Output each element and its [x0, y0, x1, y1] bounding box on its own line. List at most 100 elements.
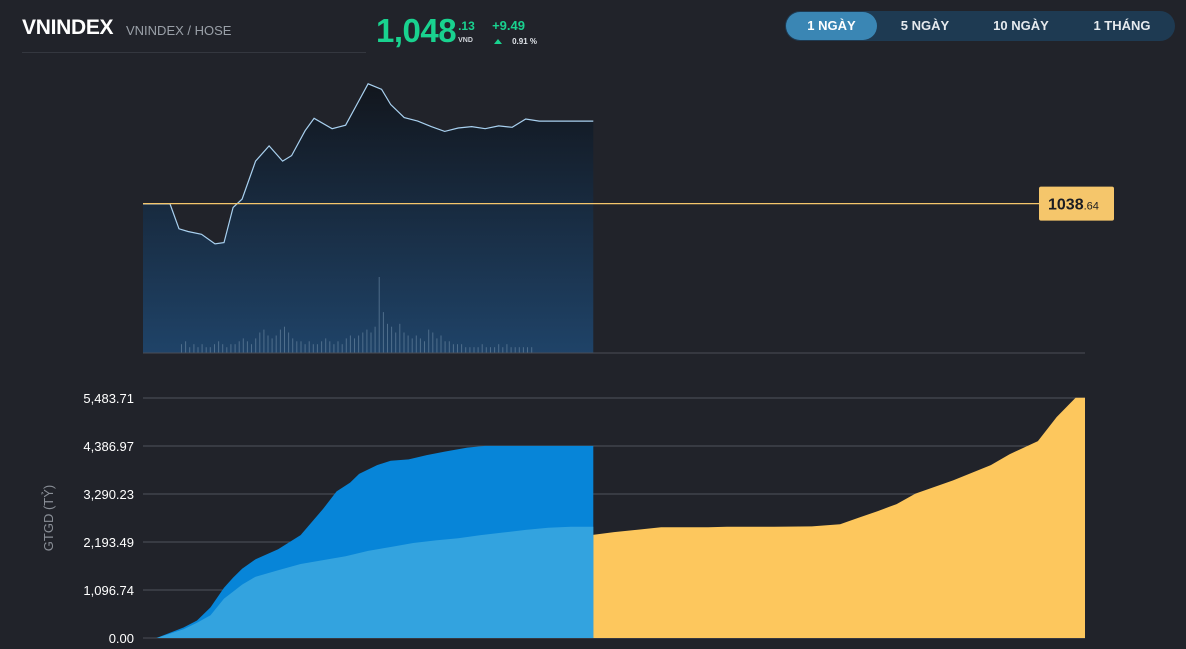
volume-bar: [321, 341, 323, 353]
volume-bar: [461, 344, 463, 353]
price-change: +9.49: [492, 18, 525, 33]
reference-label-box: [1039, 186, 1114, 221]
volume-bar: [452, 344, 454, 353]
volume-bar: [374, 326, 376, 353]
volume-bar: [382, 312, 384, 353]
volume-bar: [337, 341, 339, 353]
volume-bar: [292, 338, 294, 353]
volume-bar: [527, 347, 528, 353]
price-line: [143, 83, 594, 245]
up-arrow-icon: [494, 39, 503, 44]
volume-bar: [490, 347, 491, 353]
volume-bar: [209, 347, 211, 353]
volume-bar: [189, 347, 191, 353]
volume-bar: [296, 341, 298, 353]
volume-bar: [201, 344, 203, 353]
volume-chart: 0.00 1,096.74 2,193.49 3,290.23 4,386.97 5,48…: [41, 391, 1085, 646]
price-change-percent: 0.91 %: [512, 37, 537, 46]
volume-bar: [234, 344, 236, 353]
volume-bar: [226, 347, 228, 353]
volume-bar: [531, 347, 533, 353]
tab-10-days[interactable]: 10 NGÀY: [993, 18, 1049, 33]
volume-bar: [366, 329, 368, 353]
y-tick-label: 0.00: [109, 631, 134, 646]
volume-bar: [428, 329, 430, 353]
today-volume-inner-area: [143, 526, 594, 638]
volume-bar: [312, 344, 314, 353]
volume-bar: [378, 277, 380, 353]
volume-bar: [444, 341, 446, 353]
volume-bar: [481, 344, 483, 353]
volume-bar: [419, 338, 421, 353]
volume-bar: [255, 338, 257, 353]
y-tick-label: 3,290.23: [83, 487, 134, 502]
volume-bar: [518, 347, 520, 353]
volume-bar: [432, 332, 434, 353]
volume-bar: [193, 344, 195, 353]
reference-label: 1038.64: [1048, 197, 1099, 214]
volume-bar: [403, 332, 405, 353]
volume-bar: [267, 335, 269, 353]
volume-bar: [415, 335, 417, 353]
volume-bar: [325, 338, 327, 353]
period-tabs: 1 NGÀY 5 NGÀY 10 NGÀY 1 THÁNG: [785, 11, 1175, 41]
volume-bar: [448, 341, 450, 353]
volume-bar: [440, 335, 442, 353]
volume-bar: [251, 344, 252, 353]
volume-bar: [485, 347, 487, 353]
price-block: 1,048 .13 VND +9.49 0.91 %: [376, 12, 566, 52]
volume-bar: [387, 323, 388, 353]
volume-bar: [358, 335, 360, 353]
volume-bar: [263, 329, 265, 353]
y-tick-label: 2,193.49: [83, 535, 134, 550]
volume-bar: [329, 341, 331, 353]
volume-bar: [218, 341, 220, 353]
volume-bar: [473, 347, 475, 353]
volume-bar: [494, 347, 496, 353]
volume-bar: [502, 347, 504, 353]
volume-bar: [275, 335, 277, 353]
symbol-header: VNINDEX VNINDEX / HOSE: [22, 14, 366, 53]
volume-bar: [391, 326, 393, 353]
y-tick-label: 1,096.74: [83, 583, 134, 598]
volume-bar: [354, 338, 355, 353]
volume-bar: [259, 332, 261, 353]
y-tick-label: 5,483.71: [83, 391, 134, 406]
volume-bar: [308, 341, 310, 353]
price-area: [143, 83, 594, 354]
volume-bar: [284, 326, 285, 353]
volume-bar: [362, 332, 364, 353]
y-tick-label: 4,386.97: [83, 439, 134, 454]
volume-bar: [197, 347, 199, 353]
volume-bar: [222, 344, 224, 353]
volume-bar: [316, 344, 318, 353]
volume-bar: [436, 338, 438, 353]
tab-5-days[interactable]: 5 NGÀY: [900, 18, 950, 33]
reference-label-int: 1038: [1048, 197, 1084, 214]
volume-bar: [185, 341, 187, 353]
volume-bar: [341, 344, 343, 353]
volume-bar: [238, 341, 240, 353]
volume-bar: [304, 344, 306, 353]
volume-bar: [333, 344, 335, 353]
volume-bar: [214, 344, 215, 353]
volume-bar: [522, 347, 524, 353]
volume-bar: [411, 338, 413, 353]
reference-label-dec: .64: [1084, 201, 1099, 213]
volume-bar: [345, 338, 347, 353]
volume-bar: [205, 347, 207, 353]
volume-bar: [477, 347, 479, 353]
y-axis-label: GTGD (TỶ): [41, 485, 56, 551]
volume-bar: [271, 338, 273, 353]
volume-bar: [510, 347, 512, 353]
volume-bar: [469, 347, 471, 353]
volume-bar: [506, 344, 508, 353]
volume-bar: [246, 341, 248, 353]
tab-1-month[interactable]: 1 THÁNG: [1093, 18, 1151, 33]
volume-bar: [349, 335, 351, 353]
volume-bar: [300, 341, 302, 353]
volume-bar: [407, 335, 409, 353]
tab-1-day[interactable]: 1 NGÀY: [786, 12, 877, 40]
exchange-label: VNINDEX / HOSE: [126, 23, 232, 38]
